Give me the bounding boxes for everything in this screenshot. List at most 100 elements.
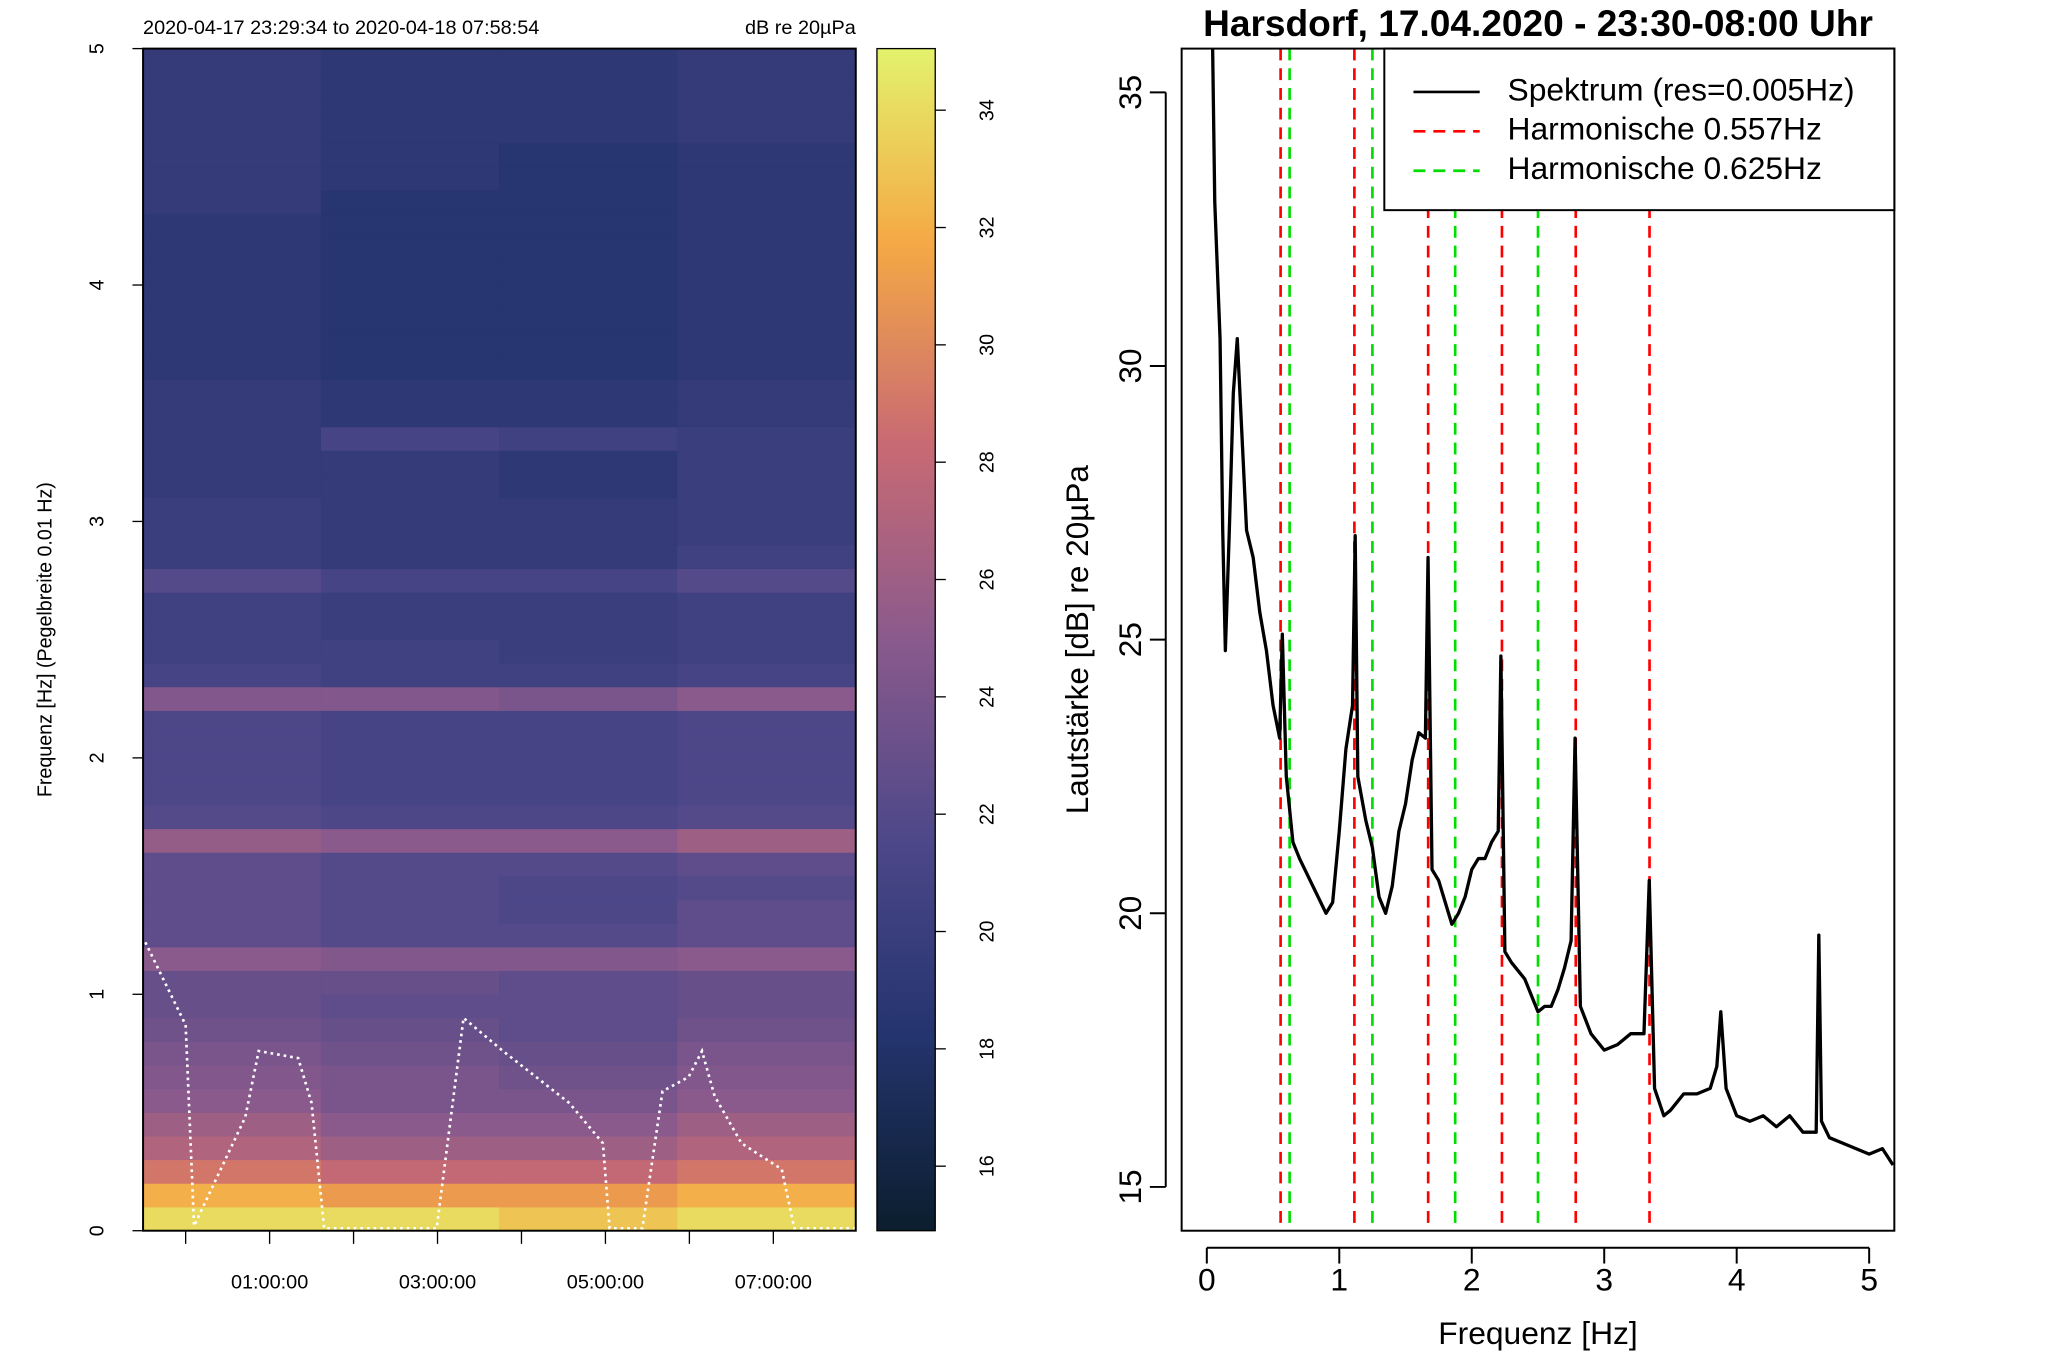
heatmap-cell (320, 166, 500, 191)
heatmap-cell (677, 95, 857, 120)
heatmap-cell (142, 757, 322, 782)
heatmap-cell (677, 544, 857, 570)
heatmap-cell (142, 710, 322, 735)
heatmap-cell (142, 923, 322, 948)
heatmap-cell (320, 95, 500, 120)
heatmap-cell (320, 733, 500, 759)
heatmap-cell (142, 828, 322, 853)
heatmap-cell (142, 71, 322, 97)
heatmap-cell (142, 48, 322, 73)
heatmap-cell (677, 875, 857, 901)
x-tick-label: 0 (1198, 1261, 1216, 1297)
heatmap-cell (677, 568, 857, 593)
heatmap-cell (499, 781, 678, 806)
heatmap-cell (142, 615, 322, 640)
heatmap-cell (677, 473, 857, 499)
heatmap-cell (142, 402, 322, 428)
heatmap-cell (677, 402, 857, 428)
heatmap-cell (320, 804, 500, 830)
y-tick-label: 4 (86, 280, 108, 291)
heatmap-cell (320, 1183, 500, 1208)
heatmap-cell (320, 426, 500, 451)
y-tick-label: 0 (86, 1225, 108, 1236)
heatmap-cell (677, 970, 857, 995)
heatmap-cell (499, 568, 678, 593)
colorbar (876, 47, 936, 1232)
heatmap-cell (320, 497, 500, 522)
heatmap-cell (499, 1135, 678, 1161)
heatmap-cell (499, 166, 678, 191)
y-tick-label: 15 (1112, 1169, 1148, 1204)
heatmap-cell (142, 544, 322, 570)
heatmap-cell (320, 261, 500, 286)
spectrum-line (1210, 48, 1895, 1166)
heatmap-cell (677, 993, 857, 1019)
x-tick-label: 5 (1860, 1261, 1878, 1297)
heatmap-cell (320, 237, 500, 262)
heatmap-cell (677, 331, 857, 357)
colorbar-tick-label: 20 (976, 921, 998, 943)
heatmap-cell (320, 544, 500, 570)
heatmap-cell (677, 521, 857, 546)
heatmap-cell (142, 166, 322, 191)
heatmap-cell (320, 450, 500, 475)
heatmap-cell (677, 899, 857, 924)
heatmap-cell (142, 899, 322, 924)
heatmap-cell (499, 1183, 678, 1208)
heatmap-cell (320, 190, 500, 215)
heatmap-cell (499, 331, 678, 357)
heatmap-cell (499, 1112, 678, 1137)
heatmap-cell (142, 946, 322, 971)
heatmap-cell (499, 828, 678, 853)
heatmap-cell (142, 1183, 322, 1208)
heatmap-cell (677, 213, 857, 239)
heatmap-cell (499, 402, 678, 428)
heatmap-cell (499, 308, 678, 333)
heatmap-cell (677, 710, 857, 735)
heatmap-cell (320, 284, 500, 309)
x-tick-label: 1 (1330, 1261, 1348, 1297)
heatmap-cell (677, 781, 857, 806)
x-tick-label: 05:00:00 (567, 1272, 644, 1294)
heatmap-cell (677, 497, 857, 522)
heatmap-cell (677, 48, 857, 73)
heatmap-cell (677, 237, 857, 262)
heatmap-cell (499, 426, 678, 451)
heatmap-cell (499, 450, 678, 475)
heatmap-cell (499, 119, 678, 144)
x-tick-label: 07:00:00 (735, 1272, 812, 1294)
heatmap-cell (499, 1206, 678, 1232)
heatmap-cell (142, 1112, 322, 1137)
y-axis-label: Frequenz [Hz] (Pegelbreite 0.01 Hz) (35, 482, 57, 797)
heatmap-cell (677, 946, 857, 971)
heatmap-cell (677, 426, 857, 451)
heatmap-cell (320, 828, 500, 853)
heatmap-cell (499, 899, 678, 924)
colorbar-tick-label: 34 (976, 99, 998, 121)
heatmap-cell (142, 426, 322, 451)
heatmap-cell (677, 284, 857, 309)
heatmap-cell (142, 1159, 322, 1184)
heatmap-cell (142, 852, 322, 877)
heatmap-cell (320, 852, 500, 877)
heatmap-cell (677, 1159, 857, 1184)
heatmap-cell (499, 946, 678, 971)
heatmap-cell (320, 970, 500, 995)
heatmap-cell (677, 852, 857, 877)
plot-area (1210, 48, 1895, 1231)
heatmap-cell (499, 473, 678, 499)
heatmap-cell (142, 450, 322, 475)
heatmap-cell (142, 497, 322, 522)
heatmap-cell (499, 710, 678, 735)
heatmap-cell (320, 710, 500, 735)
heatmap-cell (499, 142, 678, 168)
heatmap-cell (677, 142, 857, 168)
colorbar-tick-label: 18 (976, 1038, 998, 1060)
heatmap-cell (142, 1135, 322, 1161)
heatmap-cell (320, 521, 500, 546)
heatmap-cell (499, 213, 678, 239)
heatmap-cell (142, 261, 322, 286)
heatmap-cell (142, 592, 322, 617)
